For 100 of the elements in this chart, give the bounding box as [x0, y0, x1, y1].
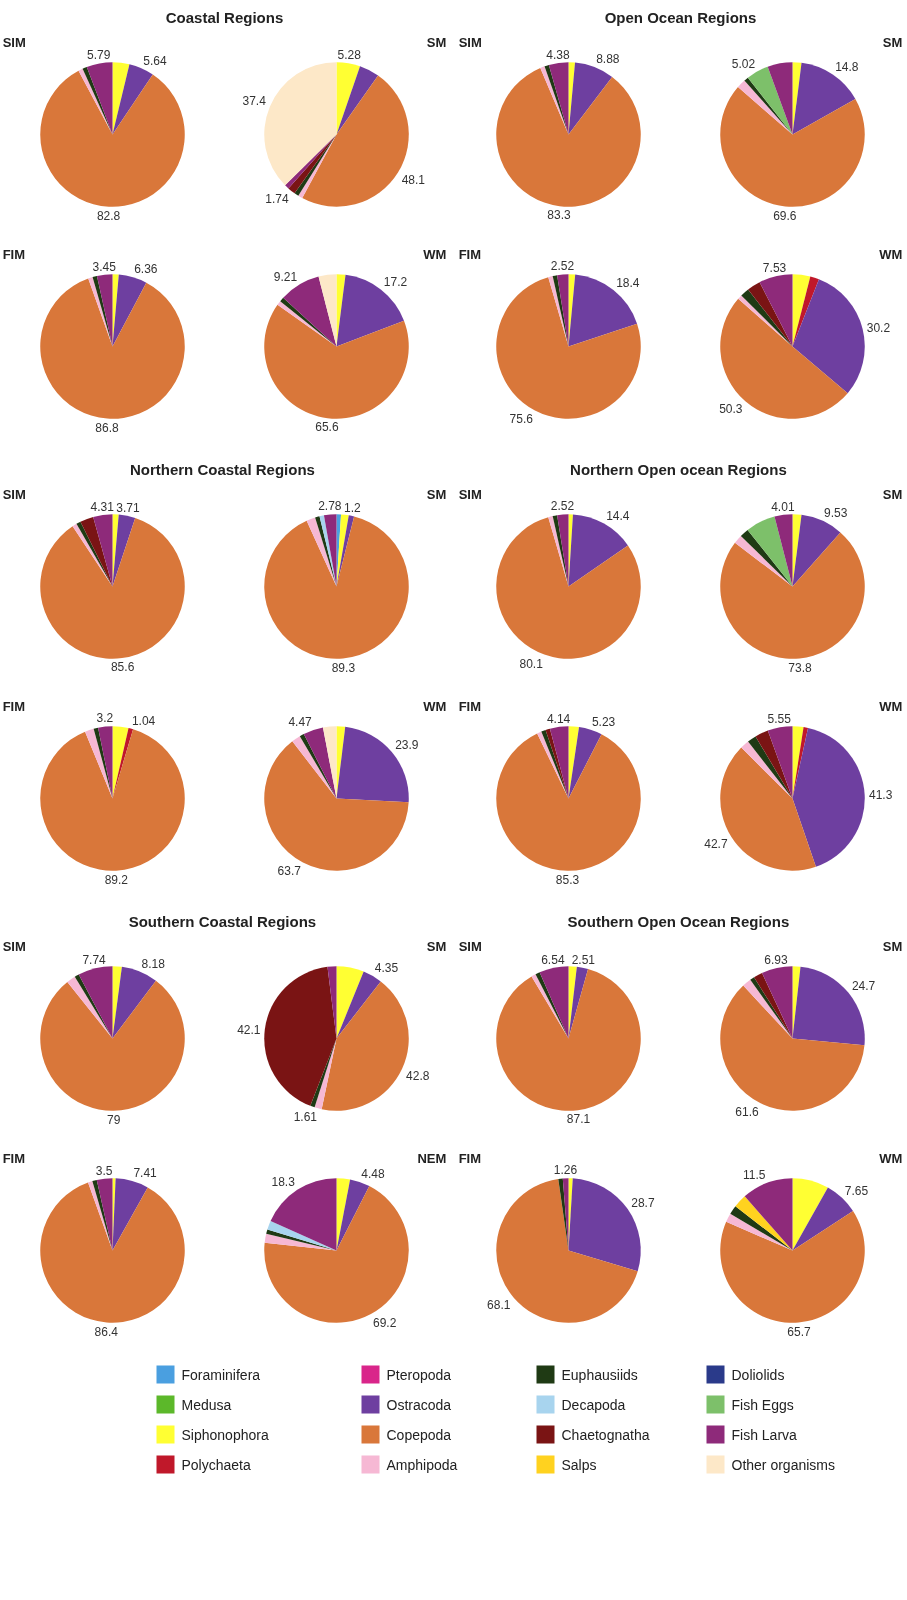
- data-label: 1.2: [344, 500, 362, 515]
- data-label: 14.8: [835, 60, 859, 75]
- data-label: 23.9: [395, 738, 419, 753]
- chart-title: SIM: [2, 486, 26, 502]
- data-label: 1.26: [553, 1163, 578, 1178]
- data-label: 30.2: [866, 321, 891, 336]
- data-label: 8.18: [141, 956, 166, 971]
- data-label: 5.55: [767, 712, 792, 727]
- chart-title: SM: [426, 34, 447, 50]
- data-label: 5.02: [731, 56, 756, 71]
- chart-title: SIM: [2, 938, 26, 954]
- data-label: 42.1: [237, 1022, 261, 1037]
- chart-title: FIM: [458, 246, 482, 262]
- data-label: 69.6: [773, 208, 797, 223]
- data-label: 41.3: [868, 787, 893, 802]
- data-label: 5.28: [337, 48, 362, 63]
- chart-title: WM: [879, 1150, 903, 1166]
- text: Southern Coastal Regions: [128, 912, 317, 930]
- data-label: 4.38: [546, 47, 570, 62]
- data-label: 24.7: [851, 979, 876, 994]
- legend-label: Chaetognatha: [561, 1426, 650, 1443]
- legend-label: Amphipoda: [386, 1456, 458, 1473]
- data-label: 6.54: [541, 952, 565, 967]
- legend-label: Fish Larva: [731, 1426, 798, 1443]
- data-label: 1.61: [293, 1110, 318, 1125]
- text: SM: [426, 486, 447, 502]
- data-label: 86.4: [94, 1324, 119, 1339]
- data-label: 14.4: [606, 508, 630, 523]
- data-label: 2.52: [550, 499, 575, 514]
- data-label: 4.01: [771, 499, 795, 514]
- legend-label: Decapoda: [561, 1396, 626, 1413]
- legend-label: Ostracoda: [386, 1396, 452, 1413]
- legend-label: Salps: [561, 1456, 597, 1473]
- chart-title: WM: [423, 698, 447, 714]
- chart-title: WM: [879, 246, 903, 262]
- data-label: 3.2: [96, 711, 114, 726]
- data-label: 1.74: [265, 192, 290, 207]
- data-label: 50.3: [719, 402, 743, 417]
- chart-title: WM: [423, 246, 447, 262]
- data-label: 83.3: [547, 208, 572, 223]
- data-label: 5.64: [143, 53, 167, 68]
- chart-title: FIM: [458, 698, 482, 714]
- data-label: 5.79: [86, 48, 111, 63]
- legend-label: Copepoda: [386, 1426, 452, 1443]
- data-label: 63.7: [277, 864, 302, 879]
- data-label: 75.6: [509, 412, 534, 427]
- data-label: 61.6: [735, 1105, 760, 1120]
- data-label: 89.2: [104, 872, 129, 887]
- chart-title: FIM: [2, 1150, 26, 1166]
- data-label: 37.4: [242, 94, 267, 109]
- text: Northern Open ocean Regions: [570, 460, 787, 478]
- data-label: 65.6: [315, 420, 339, 435]
- data-label: 7.65: [844, 1183, 869, 1198]
- data-label: 4.48: [361, 1167, 386, 1182]
- data-label: 17.2: [383, 275, 408, 290]
- legend-label: Medusa: [181, 1396, 232, 1413]
- data-label: 4.47: [288, 715, 313, 730]
- data-label: 80.1: [519, 656, 544, 671]
- chart-title: SIM: [458, 486, 482, 502]
- chart-title: SM: [426, 938, 447, 954]
- data-label: 89.3: [331, 660, 356, 675]
- text: SM: [882, 486, 903, 502]
- legend-label: Fish Eggs: [731, 1396, 794, 1413]
- text: Open Ocean Regions: [604, 8, 757, 26]
- legend-label: Polychaeta: [181, 1456, 251, 1473]
- data-label: 18.4: [616, 275, 640, 290]
- chart-title: SM: [882, 938, 903, 954]
- text: SM: [882, 34, 903, 50]
- chart-title: FIM: [2, 698, 26, 714]
- data-label: 4.35: [374, 961, 399, 976]
- data-label: 6.36: [134, 262, 158, 277]
- data-label: 1.04: [131, 713, 156, 728]
- legend-label: Foraminifera: [181, 1366, 261, 1383]
- data-label: 87.1: [566, 1112, 591, 1127]
- legend-label: Pteropoda: [386, 1366, 452, 1383]
- data-label: 2.78: [318, 499, 342, 514]
- data-label: 79: [106, 1112, 121, 1127]
- chart-title: SIM: [458, 938, 482, 954]
- text: Northern Coastal Regions: [129, 460, 315, 478]
- chart-title: FIM: [458, 1150, 482, 1166]
- chart-title: WM: [879, 698, 903, 714]
- legend-label: Other organisms: [731, 1456, 835, 1473]
- data-label: 4.14: [546, 711, 571, 726]
- data-label: 7.41: [133, 1165, 158, 1180]
- data-label: 7.74: [82, 953, 107, 968]
- chart-title: FIM: [2, 246, 26, 262]
- legend-label: Siphonophora: [181, 1426, 269, 1443]
- data-label: 5.23: [591, 714, 616, 729]
- data-label: 69.2: [372, 1315, 397, 1330]
- data-label: 42.7: [704, 837, 728, 852]
- data-label: 48.1: [401, 172, 426, 187]
- chart-title: NEM: [417, 1150, 447, 1166]
- chart-title: SIM: [2, 34, 26, 50]
- data-label: 86.8: [95, 420, 119, 435]
- data-label: 3.71: [116, 500, 140, 515]
- data-label: 7.53: [762, 261, 787, 276]
- legend-label: Euphausiids: [561, 1366, 638, 1383]
- data-label: 82.8: [96, 208, 121, 223]
- data-label: 9.21: [273, 269, 298, 284]
- data-label: 18.3: [271, 1175, 296, 1190]
